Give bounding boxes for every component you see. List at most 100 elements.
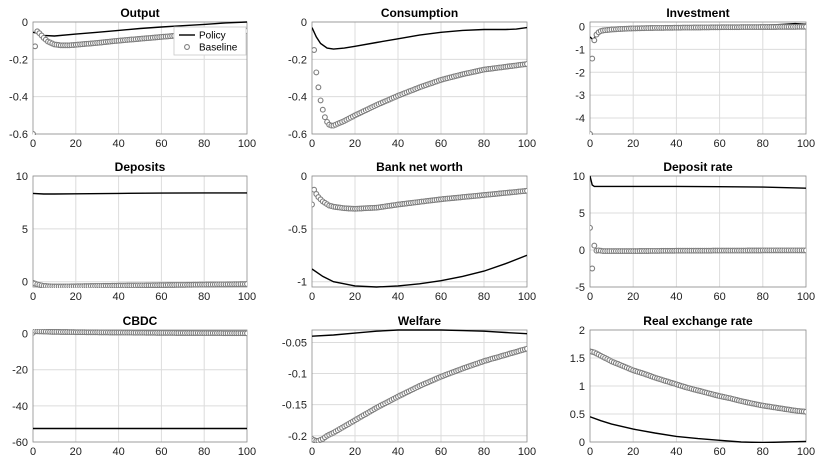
x-tick-label: 60 — [155, 291, 167, 303]
x-tick-label: 40 — [392, 446, 404, 458]
chart-title: CBDC — [123, 314, 158, 328]
x-tick-label: 20 — [349, 446, 361, 458]
baseline-marker — [591, 37, 598, 44]
x-tick-label: 20 — [627, 446, 639, 458]
plot-frame — [311, 175, 528, 288]
baseline-marker — [315, 84, 322, 91]
x-tick-label: 60 — [713, 138, 725, 150]
x-tick-label: 20 — [70, 446, 82, 458]
x-tick-label: 60 — [435, 138, 447, 150]
x-tick-label: 100 — [797, 446, 815, 458]
x-tick-label: 20 — [70, 291, 82, 303]
x-tick-label: 100 — [238, 138, 256, 150]
x-tick-label: 60 — [435, 446, 447, 458]
baseline-marker — [591, 242, 598, 249]
y-tick-label: -60 — [12, 437, 28, 449]
series-group — [312, 329, 527, 443]
x-tick-label: 20 — [70, 138, 82, 150]
policy-line — [312, 329, 527, 337]
baseline-marker — [524, 61, 527, 67]
panel-consumption: Consumption 0 20 40 60 80 100 0 -0.2 -0.4 -0.6 — [288, 6, 536, 150]
baseline-marker — [803, 408, 806, 415]
y-tick-label: 2 — [579, 325, 585, 337]
y-tick-label: -1 — [297, 277, 307, 289]
series-group — [590, 348, 806, 443]
baseline-marker — [524, 345, 527, 352]
x-tick-label: 100 — [797, 138, 815, 150]
baseline-marker — [590, 224, 593, 231]
x-tick-label: 80 — [198, 291, 210, 303]
y-tick-label: 1.5 — [570, 353, 585, 365]
plot-frame — [32, 329, 248, 443]
x-tick-label: 40 — [112, 446, 124, 458]
y-tick-label: -0.4 — [288, 92, 307, 104]
y-tick-label: 0.5 — [570, 409, 585, 421]
x-tick-label: 60 — [713, 291, 725, 303]
x-tick-label: 40 — [392, 138, 404, 150]
x-tick-label: 0 — [309, 446, 315, 458]
baseline-marker — [803, 247, 806, 254]
y-tick-label: -0.6 — [288, 129, 307, 141]
x-tick-label: 40 — [112, 138, 124, 150]
y-tick-label: 1 — [579, 381, 585, 393]
panel-welfare: Welfare 0 20 40 60 80 100 -0.05 -0.1 -0.15 -0.2 — [282, 314, 536, 458]
x-tick-label: 80 — [198, 138, 210, 150]
baseline-marker — [312, 47, 318, 53]
series-group — [33, 329, 247, 430]
series-group — [312, 26, 527, 129]
x-tick-label: 0 — [587, 138, 593, 150]
series-group — [33, 192, 247, 288]
baseline-marker — [590, 265, 596, 272]
x-tick-label: 40 — [670, 291, 682, 303]
y-tick-label: -0.2 — [288, 431, 307, 443]
plot-frame — [589, 329, 807, 443]
y-tick-label: -0.2 — [9, 54, 28, 66]
y-tick-label: -20 — [12, 365, 28, 377]
legend-policy-label: Policy — [199, 31, 226, 42]
y-tick-label: -0.2 — [288, 54, 307, 66]
x-tick-label: 100 — [518, 138, 536, 150]
y-tick-label: -0.4 — [9, 92, 28, 104]
x-tick-label: 80 — [757, 138, 769, 150]
y-tick-label: -4 — [575, 113, 585, 125]
x-tick-label: 0 — [30, 446, 36, 458]
legend-baseline-label: Baseline — [199, 43, 238, 54]
x-tick-label: 80 — [757, 446, 769, 458]
y-tick-label: -0.5 — [288, 224, 307, 236]
x-tick-label: 80 — [478, 446, 490, 458]
y-tick-label: -0.15 — [282, 400, 307, 412]
baseline-marker — [803, 23, 806, 30]
x-tick-label: 0 — [30, 291, 36, 303]
baseline-marker — [590, 55, 596, 62]
y-tick-label: -1 — [575, 44, 585, 56]
x-tick-label: 100 — [797, 291, 815, 303]
x-tick-label: 0 — [587, 291, 593, 303]
baseline-marker — [321, 114, 328, 121]
y-tick-label: -0.05 — [282, 337, 307, 349]
x-tick-label: 0 — [587, 446, 593, 458]
chart-title: Output — [120, 6, 159, 20]
x-tick-label: 100 — [238, 291, 256, 303]
y-tick-label: 0 — [22, 329, 28, 341]
y-tick-label: 10 — [573, 171, 585, 183]
y-tick-label: 0 — [22, 277, 28, 289]
x-tick-label: 60 — [155, 138, 167, 150]
y-tick-label: 0 — [22, 17, 28, 29]
baseline-marker — [319, 106, 326, 113]
chart-title: Real exchange rate — [643, 314, 753, 328]
baseline-marker — [244, 330, 247, 337]
y-tick-label: 0 — [301, 171, 307, 183]
chart-title: Welfare — [398, 314, 441, 328]
x-tick-label: 40 — [670, 138, 682, 150]
legend-baseline-swatch — [184, 44, 190, 50]
y-tick-label: 0 — [579, 245, 585, 257]
panel-output: Output 0 20 40 60 80 100 0 -0.2 -0.4 -0.6 PolicyBas… — [9, 6, 256, 150]
y-tick-label: -0.1 — [288, 369, 307, 381]
baseline-marker — [244, 281, 247, 287]
baseline-marker — [524, 187, 527, 194]
policy-line — [590, 175, 806, 189]
